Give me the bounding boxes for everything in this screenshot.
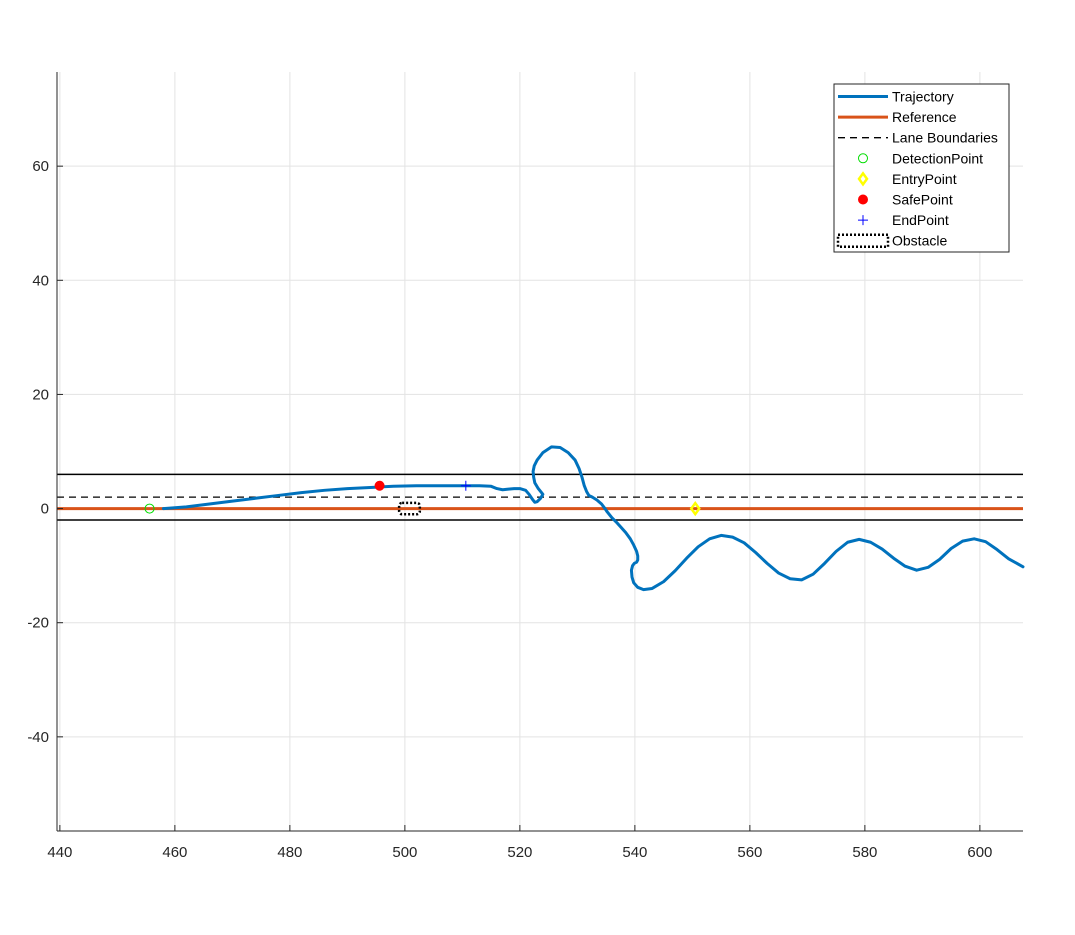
x-tick-label: 540 (622, 844, 647, 861)
legend-swatch (836, 233, 890, 248)
legend: Trajectory Reference Lane Boundaries Detect… (833, 83, 1010, 253)
legend-label: EntryPoint (892, 171, 957, 187)
x-tick-label: 460 (162, 844, 187, 861)
y-tick-label: -20 (27, 615, 49, 632)
legend-swatch (857, 171, 869, 187)
x-tick-label: 580 (852, 844, 877, 861)
x-tick-label: 500 (392, 844, 417, 861)
legend-swatch (858, 153, 868, 164)
tick-labels: 440 460 480 500 520 540 560 580 600 -40 -20 0 20 40 60 (27, 158, 992, 861)
trajectory-line (161, 445, 1025, 592)
x-tick-label: 480 (277, 844, 302, 861)
legend-label: DetectionPoint (892, 150, 983, 166)
axes-frame (56, 72, 1023, 832)
legend-label: Obstacle (892, 233, 947, 249)
y-tick-label: 0 (41, 501, 49, 518)
legend-label: SafePoint (892, 192, 953, 208)
x-tick-label: 560 (737, 844, 762, 861)
y-tick-label: -40 (27, 729, 49, 746)
legend-swatch (858, 194, 868, 205)
y-tick-label: 40 (32, 272, 49, 289)
x-tick-label: 440 (47, 844, 72, 861)
endpoint-marker (460, 480, 471, 491)
y-tick-label: 20 (32, 386, 49, 403)
entrypoint-marker (689, 500, 701, 517)
legend-swatch (858, 215, 868, 226)
obstacle-rect (397, 501, 422, 516)
x-tick-label: 520 (507, 844, 532, 861)
y-tick-label: 60 (32, 158, 49, 175)
safepoint-marker (374, 480, 385, 491)
x-tick-label: 600 (967, 844, 992, 861)
series-layer (57, 445, 1025, 592)
legend-label: Trajectory (892, 89, 954, 105)
legend-label: Reference (892, 109, 957, 125)
legend-label: EndPoint (892, 212, 949, 228)
legend-label: Lane Boundaries (892, 130, 998, 146)
detectionpoint-marker (144, 503, 155, 514)
